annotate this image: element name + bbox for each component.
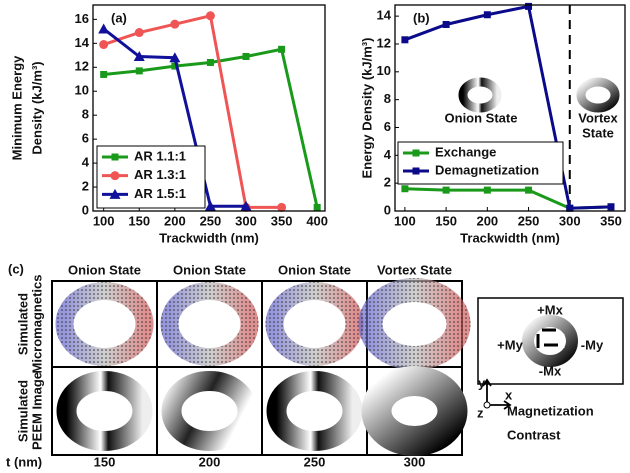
y-axis-label: Energy Density (kJ/m³) (359, 38, 374, 179)
y-tick-label: 6 (384, 119, 391, 134)
marker (278, 46, 285, 53)
x-axis-label: Trackwidth (nm) (159, 230, 259, 245)
x-axis-label: Trackwidth (nm) (460, 230, 560, 245)
y-tick-label: 6 (82, 131, 89, 146)
x-tick-label: 350 (271, 213, 293, 228)
row-label: Micromagnetics (29, 275, 44, 374)
column-header: Onion State (68, 262, 141, 277)
legend-label: Demagnetization (435, 162, 539, 177)
marker (443, 187, 450, 194)
y-tick-label: 14 (377, 8, 392, 23)
marker (525, 3, 532, 10)
marker (413, 150, 420, 157)
key-caption: Magnetization (507, 403, 594, 418)
y-tick-label: 4 (384, 147, 392, 162)
panel-label: (a) (111, 10, 127, 25)
axis-label: x (505, 387, 513, 402)
x-tick-label: 300 (235, 213, 257, 228)
marker (607, 203, 614, 210)
axis-label: y (478, 375, 486, 390)
key-label: +My (497, 337, 523, 352)
marker (443, 21, 450, 28)
key-caption: Contrast (507, 427, 561, 442)
marker (401, 185, 408, 192)
column-header: Vortex State (377, 262, 452, 277)
y-tick-label: 8 (384, 91, 391, 106)
key-label: +Mx (537, 302, 563, 317)
y-tick-label: 10 (75, 83, 89, 98)
row-label: Simulated (15, 293, 30, 355)
marker (170, 20, 179, 29)
y-tick-label: 8 (82, 107, 89, 122)
marker (207, 59, 214, 66)
y-tick-label: 0 (384, 202, 391, 217)
x-tick-label: 350 (600, 213, 622, 228)
marker (135, 28, 144, 37)
legend-label: AR 1.3:1 (134, 167, 186, 182)
marker (99, 40, 108, 49)
y-axis-label: Density (kJ/m³) (29, 61, 44, 154)
y-tick-label: 4 (82, 155, 90, 170)
annotation: Vortex (578, 110, 618, 125)
y-tick-label: 12 (377, 35, 391, 50)
x-tick-label: 200 (164, 213, 186, 228)
key-label: -Mx (539, 363, 562, 378)
legend-label: Exchange (435, 144, 496, 159)
y-tick-label: 10 (377, 63, 391, 78)
t-value: 200 (199, 454, 221, 469)
x-tick-label: 300 (559, 213, 581, 228)
marker (206, 11, 215, 20)
x-tick-label: 250 (518, 213, 540, 228)
t-value: 150 (94, 454, 116, 469)
x-tick-label: 400 (306, 213, 328, 228)
marker (111, 171, 120, 180)
marker (401, 36, 408, 43)
y-tick-label: 16 (75, 11, 89, 26)
x-tick-label: 150 (128, 213, 150, 228)
marker (243, 53, 250, 60)
t-value: 250 (304, 454, 326, 469)
row-label: Simulated (15, 380, 30, 442)
legend-label: AR 1.5:1 (134, 186, 186, 201)
ring-icon (463, 82, 497, 108)
marker (100, 71, 107, 78)
axis-label: z (477, 405, 484, 420)
y-tick-label: 0 (82, 202, 89, 217)
legend-label: AR 1.1:1 (134, 148, 186, 163)
x-tick-label: 200 (476, 213, 498, 228)
series-line (405, 189, 611, 208)
marker (413, 168, 420, 175)
column-header: Onion State (278, 262, 351, 277)
x-tick-label: 250 (200, 213, 222, 228)
ring-icon (581, 82, 615, 108)
marker (136, 67, 143, 74)
panel-label: (c) (8, 261, 24, 276)
x-tick-label: 150 (435, 213, 457, 228)
marker (98, 23, 109, 33)
y-axis-label: Minimum Energy (9, 55, 24, 161)
annotation: State (582, 125, 614, 140)
marker (525, 187, 532, 194)
x-tick-label: 100 (93, 213, 115, 228)
y-tick-label: 2 (82, 178, 89, 193)
marker (314, 204, 321, 211)
y-tick-label: 14 (75, 35, 90, 50)
marker (484, 11, 491, 18)
t-label: t (nm) (6, 454, 42, 469)
row-label: PEEM Image (29, 372, 44, 450)
y-tick-label: 12 (75, 59, 89, 74)
y-tick-label: 2 (384, 175, 391, 190)
marker (484, 187, 491, 194)
column-header: Onion State (173, 262, 246, 277)
t-value: 300 (404, 454, 426, 469)
axis-z (484, 402, 490, 408)
marker (112, 154, 119, 161)
key-label: -My (581, 337, 604, 352)
figure: 1001502002503003504000246810121416AR 1.1… (0, 0, 630, 473)
x-tick-label: 100 (394, 213, 416, 228)
panel-label: (b) (413, 10, 430, 25)
annotation: Onion State (445, 110, 518, 125)
